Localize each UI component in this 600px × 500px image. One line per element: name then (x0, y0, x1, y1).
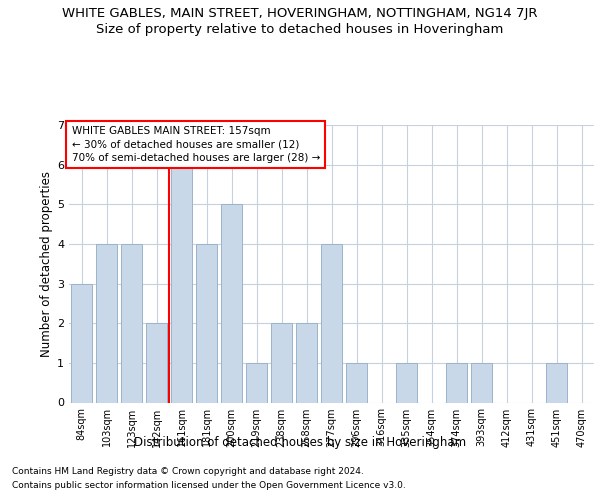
Text: WHITE GABLES MAIN STREET: 157sqm
← 30% of detached houses are smaller (12)
70% o: WHITE GABLES MAIN STREET: 157sqm ← 30% o… (71, 126, 320, 163)
Bar (446, 363, 467, 403)
Bar (246, 363, 267, 403)
Bar (146, 323, 167, 402)
Bar (471, 363, 492, 403)
Bar (321, 244, 342, 402)
Bar (121, 244, 142, 402)
Bar (171, 164, 192, 402)
Text: Distribution of detached houses by size in Hoveringham: Distribution of detached houses by size … (134, 436, 466, 449)
Bar (196, 244, 217, 402)
Y-axis label: Number of detached properties: Number of detached properties (40, 171, 53, 357)
Text: WHITE GABLES, MAIN STREET, HOVERINGHAM, NOTTINGHAM, NG14 7JR: WHITE GABLES, MAIN STREET, HOVERINGHAM, … (62, 8, 538, 20)
Text: Contains HM Land Registry data © Crown copyright and database right 2024.: Contains HM Land Registry data © Crown c… (12, 468, 364, 476)
Bar (546, 363, 567, 403)
Bar (221, 204, 242, 402)
Bar (96, 244, 117, 402)
Bar (271, 323, 292, 402)
Bar (296, 323, 317, 402)
Text: Contains public sector information licensed under the Open Government Licence v3: Contains public sector information licen… (12, 481, 406, 490)
Bar (71, 284, 92, 403)
Bar (346, 363, 367, 403)
Bar (396, 363, 417, 403)
Text: Size of property relative to detached houses in Hoveringham: Size of property relative to detached ho… (97, 22, 503, 36)
